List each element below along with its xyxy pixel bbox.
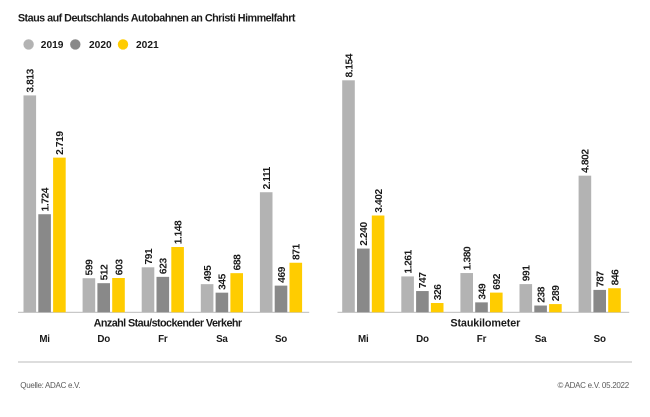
svg-text:Staukilometer: Staukilometer: [450, 317, 521, 329]
svg-text:603: 603: [114, 259, 125, 276]
svg-text:Do: Do: [97, 334, 110, 345]
svg-text:So: So: [594, 334, 606, 345]
svg-text:991: 991: [522, 265, 533, 282]
svg-text:2021: 2021: [136, 40, 159, 51]
svg-text:Anzahl Stau/stockender Verkehr: Anzahl Stau/stockender Verkehr: [94, 317, 243, 329]
svg-text:2020: 2020: [89, 40, 112, 51]
svg-text:791: 791: [144, 248, 155, 265]
svg-text:2.240: 2.240: [359, 222, 370, 246]
svg-text:512: 512: [100, 264, 111, 281]
svg-text:Fr: Fr: [158, 334, 168, 345]
svg-text:1.724: 1.724: [40, 187, 51, 211]
svg-text:Mi: Mi: [358, 334, 369, 345]
svg-text:8.154: 8.154: [344, 53, 355, 77]
svg-text:Fr: Fr: [477, 334, 487, 345]
svg-text:871: 871: [292, 243, 303, 260]
svg-text:4.802: 4.802: [581, 149, 592, 173]
svg-text:1.380: 1.380: [463, 246, 474, 270]
svg-text:469: 469: [277, 266, 288, 283]
svg-text:3.813: 3.813: [26, 68, 37, 92]
svg-text:2.111: 2.111: [262, 166, 273, 189]
svg-text:599: 599: [85, 259, 96, 276]
svg-text:Staus auf Deutschlands Autobah: Staus auf Deutschlands Autobahnen an Chr…: [18, 13, 296, 25]
svg-text:345: 345: [218, 273, 229, 290]
svg-text:747: 747: [418, 272, 429, 289]
svg-text:289: 289: [551, 285, 562, 302]
svg-text:3.402: 3.402: [374, 188, 385, 212]
svg-text:2.719: 2.719: [55, 131, 66, 155]
svg-text:2019: 2019: [41, 40, 64, 51]
svg-text:Quelle: ADAC e.V.: Quelle: ADAC e.V.: [20, 381, 80, 390]
svg-text:238: 238: [536, 286, 547, 303]
svg-text:349: 349: [477, 283, 488, 300]
svg-text:Sa: Sa: [535, 334, 547, 345]
svg-text:495: 495: [203, 265, 214, 282]
svg-text:787: 787: [596, 271, 607, 288]
svg-text:Do: Do: [416, 334, 429, 345]
svg-text:846: 846: [610, 269, 621, 286]
svg-text:326: 326: [433, 284, 444, 301]
svg-text:© ADAC e.V. 05.2022: © ADAC e.V. 05.2022: [557, 381, 629, 390]
svg-text:Sa: Sa: [216, 334, 228, 345]
svg-text:1.148: 1.148: [173, 220, 184, 244]
svg-text:Mi: Mi: [39, 334, 50, 345]
svg-text:692: 692: [492, 273, 503, 290]
svg-text:623: 623: [159, 258, 170, 275]
svg-text:688: 688: [233, 254, 244, 271]
svg-text:1.261: 1.261: [403, 249, 414, 273]
svg-text:So: So: [275, 334, 287, 345]
